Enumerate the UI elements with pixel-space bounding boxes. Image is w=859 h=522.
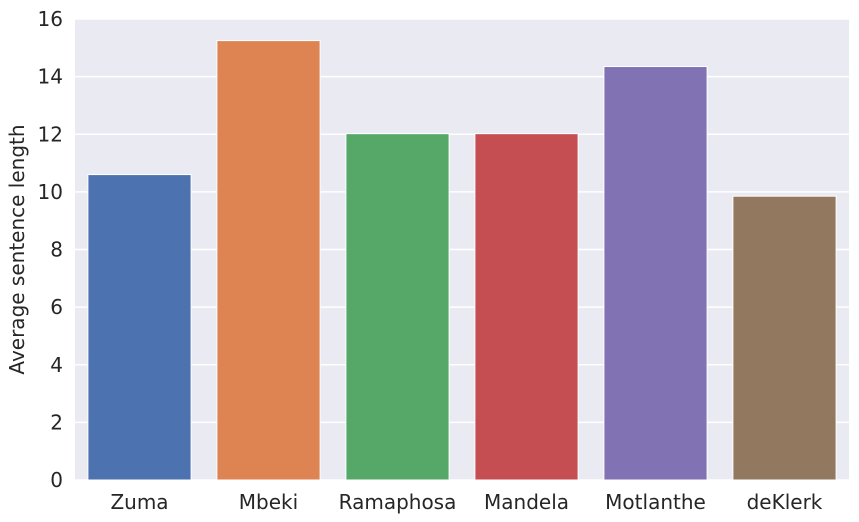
y-tick-label: 10: [38, 180, 63, 204]
x-tick-label: deKlerk: [747, 490, 823, 514]
y-tick-label: 2: [50, 410, 63, 434]
y-tick-label: 14: [38, 65, 63, 89]
x-tick-label: Zuma: [110, 490, 168, 514]
y-axis-ticks: 0 2 4 6 8 10 12 14 16: [38, 7, 63, 492]
x-tick-label: Mandela: [484, 490, 569, 514]
x-tick-label: Ramaphosa: [339, 490, 457, 514]
y-tick-label: 16: [38, 7, 63, 31]
y-tick-label: 12: [38, 122, 63, 146]
x-axis-ticks: Zuma Mbeki Ramaphosa Mandela Motlanthe deKler…: [110, 490, 822, 514]
bar-motlanthe: [603, 66, 708, 481]
y-axis-title: Average sentence length: [5, 124, 29, 374]
bar-zuma: [87, 174, 192, 481]
bar-mbeki: [216, 40, 321, 481]
bar-mandela: [474, 133, 579, 481]
bar-deklerk: [732, 195, 837, 481]
y-tick-label: 4: [50, 353, 63, 377]
gridlines: [75, 18, 849, 481]
y-tick-label: 6: [50, 295, 63, 319]
y-tick-label: 0: [50, 468, 63, 492]
x-tick-label: Motlanthe: [605, 490, 706, 514]
y-tick-label: 8: [50, 238, 63, 262]
bars: [87, 40, 837, 481]
x-tick-label: Mbeki: [239, 490, 298, 514]
bar-ramaphosa: [345, 133, 450, 481]
